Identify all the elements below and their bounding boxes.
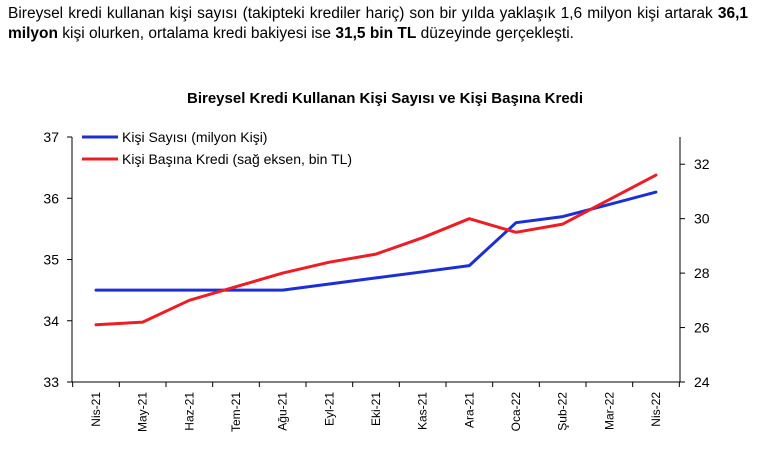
x-tick-label: Şub-22 <box>556 392 570 431</box>
y-right-tick-label: 24 <box>694 374 710 390</box>
intro-paragraph: Bireysel kredi kullanan kişi sayısı (tak… <box>8 4 748 44</box>
y-left-tick-label: 35 <box>43 252 59 268</box>
y-left-tick-label: 33 <box>43 374 59 390</box>
y-right-tick-label: 32 <box>694 156 710 172</box>
intro-text-3: düzeyinde gerçekleşti. <box>416 25 574 42</box>
x-tick-label: Oca-22 <box>509 392 523 432</box>
x-tick-label: Haz-21 <box>182 392 196 431</box>
intro-bold-balance: 31,5 bin TL <box>335 25 417 42</box>
y-left-tick-label: 34 <box>43 313 59 329</box>
x-tick-label: Tem-21 <box>229 392 243 432</box>
legend-label-2: Kişi Başına Kredi (sağ eksen, bin TL) <box>122 151 352 167</box>
intro-text-2: kişi olurken, ortalama kredi bakiyesi is… <box>57 25 336 42</box>
series-line-2 <box>94 173 658 327</box>
x-tick-label: Kas-21 <box>416 392 430 430</box>
x-tick-label: Mar-22 <box>602 392 616 430</box>
x-tick-label: Eyl-21 <box>322 392 336 426</box>
x-tick-label: May-21 <box>136 392 150 432</box>
chart-axes: 33 34 35 36 37 24 26 28 30 32 Nis-21 May-21 Haz-21 Te… <box>43 129 709 432</box>
x-tick-label: Eki-21 <box>369 392 383 426</box>
intro-bold-count: 36,1 milyon <box>8 5 748 42</box>
legend-label-1: Kişi Sayısı (milyon Kişi) <box>122 129 267 145</box>
chart-title: Bireysel Kredi Kullanan Kişi Sayısı ve K… <box>187 90 583 107</box>
intro-text-1: Bireysel kredi kullanan kişi sayısı (tak… <box>8 5 718 22</box>
y-left-tick-label: 36 <box>43 190 59 206</box>
y-right-tick-label: 30 <box>694 211 710 227</box>
y-right-tick-label: 28 <box>694 265 710 281</box>
x-tick-label: Ara-21 <box>462 392 476 428</box>
series-line-1 <box>94 190 658 292</box>
x-tick-label: Nis-21 <box>89 392 103 427</box>
x-tick-label: Ağu-21 <box>276 392 290 431</box>
chart-series <box>94 173 658 327</box>
x-tick-label: Nis-22 <box>649 392 663 427</box>
y-right-tick-label: 26 <box>694 320 710 336</box>
y-left-tick-label: 37 <box>43 129 59 145</box>
chart-legend: Kişi Sayısı (milyon Kişi) Kişi Başına Kre… <box>82 129 352 167</box>
